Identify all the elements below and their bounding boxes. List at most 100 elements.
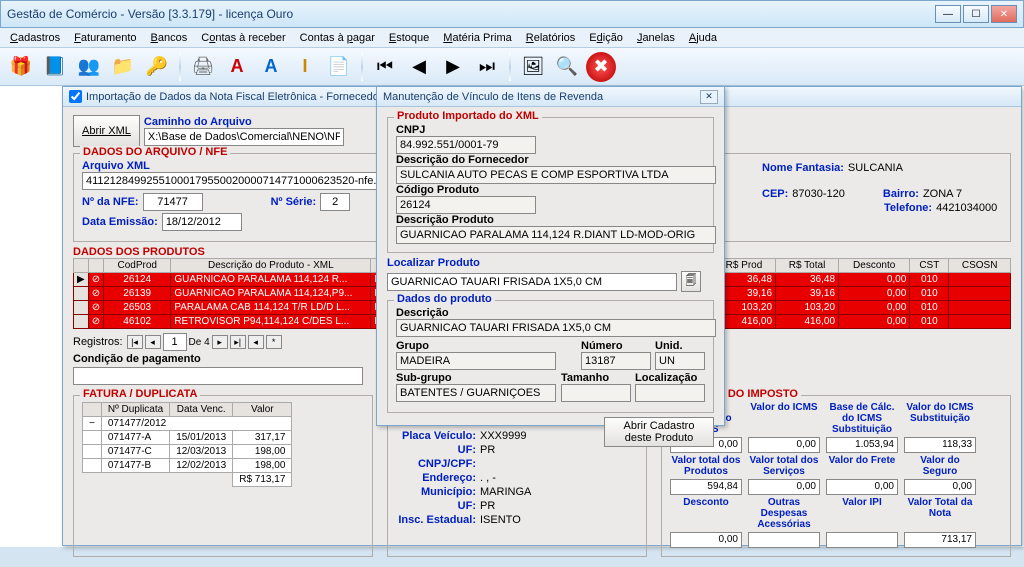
fat-title: FATURA / DUPLICATA xyxy=(80,388,200,400)
col-desc: Descrição do Produto - XML xyxy=(171,259,371,273)
sub-input xyxy=(396,384,556,402)
fantasia-label: Nome Fantasia: xyxy=(762,162,844,174)
descp-input xyxy=(396,226,716,244)
fat-total: R$ 713,17 xyxy=(233,473,292,487)
maximize-button[interactable]: ☐ xyxy=(963,5,989,23)
open-product-button[interactable]: Abrir Cadastro deste Produto xyxy=(604,417,714,447)
transp-end: . , - xyxy=(480,472,496,484)
num-input xyxy=(581,352,651,370)
menu-janelas[interactable]: Janelas xyxy=(631,30,681,46)
locz-input xyxy=(635,384,705,402)
rec-next[interactable]: ▸ xyxy=(212,335,228,349)
tam-input xyxy=(561,384,631,402)
tool-box-icon[interactable]: 🎁 xyxy=(6,52,36,82)
cod-input xyxy=(396,196,536,214)
nfe-label: Nº da NFE: xyxy=(82,196,139,208)
nav-next-icon[interactable]: ▶ xyxy=(438,52,468,82)
maint-title: Manutenção de Vínculo de Itens de Revend… xyxy=(377,87,724,107)
nav-first-icon[interactable]: ⏮ xyxy=(370,52,400,82)
cep-value: 87030-120 xyxy=(792,188,845,200)
cond-label: Condição de pagamento xyxy=(73,353,201,365)
transp-mun: MARINGA xyxy=(480,486,531,498)
tool-img-icon[interactable]: 🖼 xyxy=(518,52,548,82)
nav-last-icon[interactable]: ⏭ xyxy=(472,52,502,82)
fat-row[interactable]: 071477-B12/02/2013198,00 xyxy=(83,459,292,473)
loc-input[interactable] xyxy=(387,273,677,291)
menu-pagar[interactable]: Contas à pagar xyxy=(294,30,381,46)
rec-last[interactable]: ▸| xyxy=(230,335,246,349)
tool-a5-icon[interactable]: 📄 xyxy=(324,52,354,82)
rec-b1[interactable]: ◂ xyxy=(248,335,264,349)
maint-sec1: Produto Importado do XML xyxy=(394,110,542,122)
col-csosn: CSOSN xyxy=(949,259,1011,273)
tool-key-icon[interactable]: 🔑 xyxy=(142,52,172,82)
cond-input[interactable] xyxy=(73,367,363,385)
tool-stop-icon[interactable]: ✖ xyxy=(586,52,616,82)
rec-prev[interactable]: ◂ xyxy=(145,335,161,349)
toolbar: 🎁 📘 👥 📁 🔑 🖨 A A I 📄 ⏮ ◀ ▶ ⏭ 🖼 🔍 ✖ xyxy=(0,48,1024,86)
fat-parent-row[interactable]: −071477/2012 xyxy=(83,417,292,431)
cep-label: CEP: xyxy=(762,188,788,200)
grupo-input xyxy=(396,352,556,370)
app-titlebar: Gestão de Comércio - Versão [3.3.179] - … xyxy=(0,0,1024,28)
loc-search-button[interactable]: 🗐 xyxy=(681,271,701,292)
tool-find-icon[interactable]: 🔍 xyxy=(552,52,582,82)
tool-a1-icon[interactable]: 🖨 xyxy=(188,52,218,82)
tool-a4-icon[interactable]: I xyxy=(290,52,320,82)
col-desc2: Desconto xyxy=(839,259,910,273)
cnpj-input xyxy=(396,136,536,154)
rec-first[interactable]: |◂ xyxy=(127,335,143,349)
forn-input xyxy=(396,166,716,184)
import-check[interactable] xyxy=(69,90,82,103)
path-input[interactable] xyxy=(144,128,344,146)
rec-pos[interactable] xyxy=(163,333,187,351)
menu-bancos[interactable]: Bancos xyxy=(145,30,194,46)
tool-a3-icon[interactable]: A xyxy=(256,52,286,82)
minimize-button[interactable]: — xyxy=(935,5,961,23)
rec-b2[interactable]: * xyxy=(266,335,282,349)
sec-arquivo-title: DADOS DO ARQUIVO / NFE xyxy=(80,146,230,158)
bairro-value: ZONA 7 xyxy=(923,188,962,200)
menu-relatorios[interactable]: Relatórios xyxy=(520,30,582,46)
menu-ajuda[interactable]: Ajuda xyxy=(683,30,723,46)
nav-prev-icon[interactable]: ◀ xyxy=(404,52,434,82)
transp-ie: ISENTO xyxy=(480,514,521,526)
unid-input xyxy=(655,352,705,370)
menu-faturamento[interactable]: Faturamento xyxy=(68,30,142,46)
serie-input[interactable] xyxy=(320,193,350,211)
nfe-input[interactable] xyxy=(143,193,203,211)
fatura-table: Nº DuplicataData Venc.Valor −071477/2012… xyxy=(82,402,292,487)
col-cst: CST xyxy=(910,259,949,273)
fat-row[interactable]: 071477-A15/01/2013317,17 xyxy=(83,431,292,445)
close-button[interactable]: ✕ xyxy=(991,5,1017,23)
menu-estoque[interactable]: Estoque xyxy=(383,30,435,46)
menu-cadastros[interactable]: Cadastros xyxy=(4,30,66,46)
import-title-text: Importação de Dados da Nota Fiscal Eletr… xyxy=(86,91,383,103)
emissao-label: Data Emissão: xyxy=(82,216,158,228)
reg-label: Registros: xyxy=(73,336,123,348)
col-total: R$ Total xyxy=(776,259,839,273)
maint-window: Manutenção de Vínculo de Itens de Revend… xyxy=(376,86,725,426)
app-title: Gestão de Comércio - Versão [3.3.179] - … xyxy=(7,7,933,21)
tool-a2-icon[interactable]: A xyxy=(222,52,252,82)
record-nav: |◂◂ De 4 ▸▸| ◂* xyxy=(127,333,282,351)
fantasia-value: SULCANIA xyxy=(848,162,903,174)
col-codprod: CodProd xyxy=(104,259,171,273)
menubar: Cadastros Faturamento Bancos Contas à re… xyxy=(0,28,1024,48)
menu-materia[interactable]: Matéria Prima xyxy=(437,30,517,46)
maint-close-button[interactable]: ✕ xyxy=(700,90,718,104)
menu-edicao[interactable]: Edição xyxy=(583,30,629,46)
tool-group-icon[interactable]: 👥 xyxy=(74,52,104,82)
menu-receber[interactable]: Contas à receber xyxy=(195,30,291,46)
tel-value: 4421034000 xyxy=(936,202,997,214)
open-xml-button[interactable]: Abrir XML xyxy=(73,115,140,147)
loc-label: Localizar Produto xyxy=(387,257,714,269)
fat-row[interactable]: 071477-C12/03/2013198,00 xyxy=(83,445,292,459)
serie-label: Nº Série: xyxy=(271,196,317,208)
tel-label: Telefone: xyxy=(884,202,932,214)
desc2-input xyxy=(396,319,716,337)
tool-doc-icon[interactable]: 📘 xyxy=(40,52,70,82)
tool-folder-icon[interactable]: 📁 xyxy=(108,52,138,82)
emissao-input[interactable] xyxy=(162,213,242,231)
maint-sec2: Dados do produto xyxy=(394,293,495,305)
